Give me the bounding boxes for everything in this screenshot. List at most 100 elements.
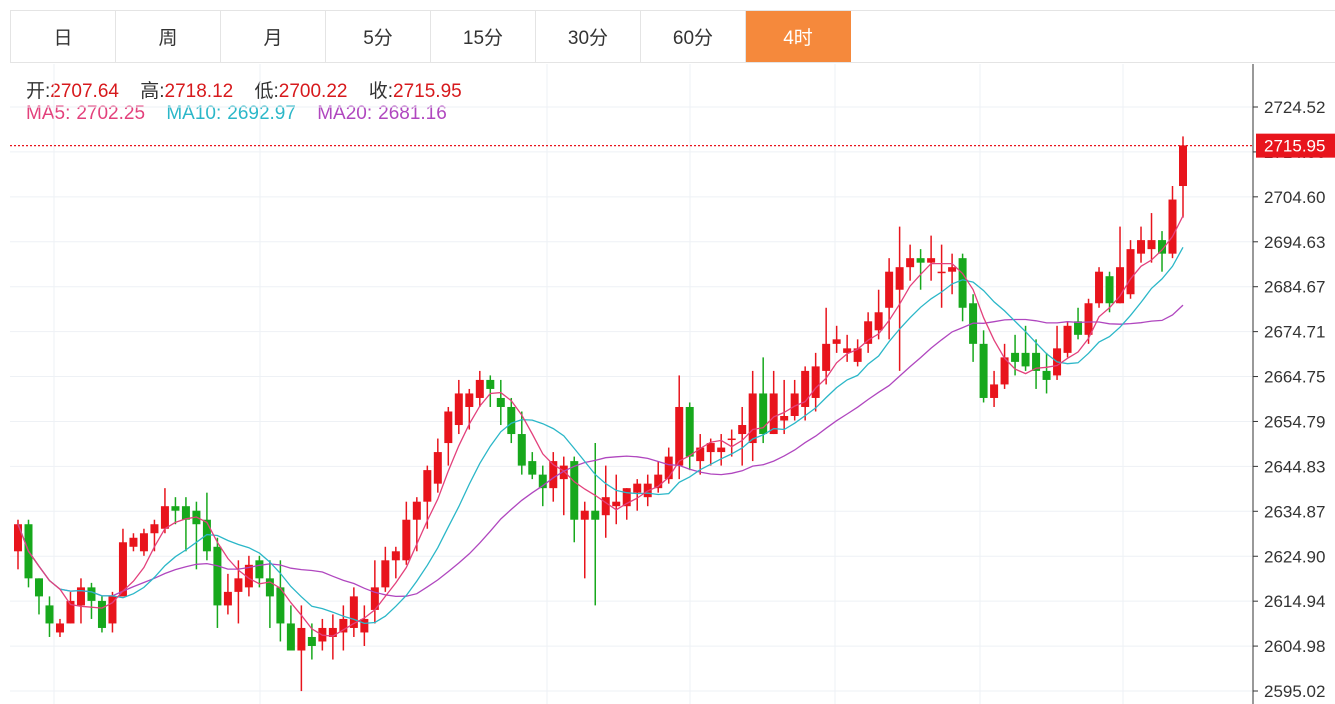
candle bbox=[633, 479, 642, 511]
tab-1[interactable]: 周 bbox=[116, 11, 221, 62]
candle-body bbox=[1158, 240, 1167, 254]
candle-body bbox=[654, 474, 663, 489]
ma5-line bbox=[17, 215, 1184, 637]
ma5-readout: MA5: 2702.25 bbox=[26, 103, 145, 124]
candle bbox=[402, 501, 411, 565]
candle-body bbox=[244, 564, 253, 588]
candle-body bbox=[1011, 352, 1020, 362]
candle bbox=[601, 465, 610, 538]
candle bbox=[1074, 307, 1083, 340]
tab-0[interactable]: 日 bbox=[11, 11, 116, 62]
candle-body bbox=[1095, 271, 1104, 304]
candle bbox=[97, 596, 106, 633]
candle-body bbox=[496, 397, 505, 407]
last-price-label: 2715.95 bbox=[1264, 137, 1325, 156]
last-price-marker: 2715.95 bbox=[10, 133, 1335, 158]
candle-body bbox=[265, 578, 274, 597]
y-tick-label: 2704.60 bbox=[1264, 188, 1325, 207]
candle bbox=[1084, 298, 1093, 344]
candle-body bbox=[118, 542, 127, 597]
candle-body bbox=[14, 524, 22, 552]
candle-body bbox=[1021, 352, 1030, 367]
candle-body bbox=[759, 393, 768, 435]
candle-body bbox=[937, 271, 946, 274]
candle-body bbox=[1179, 145, 1187, 187]
candle-body bbox=[255, 560, 264, 579]
candle bbox=[1126, 240, 1135, 299]
tab-4[interactable]: 15分 bbox=[431, 11, 536, 62]
candle bbox=[496, 379, 505, 426]
y-tick-label: 2624.90 bbox=[1264, 547, 1325, 566]
candle bbox=[486, 375, 495, 407]
moving-average-lines bbox=[17, 215, 1184, 637]
candle-body bbox=[706, 443, 715, 453]
candle bbox=[55, 618, 64, 637]
candle bbox=[780, 379, 789, 435]
ma20-label: MA20: bbox=[317, 103, 373, 124]
candle bbox=[360, 605, 369, 646]
candle bbox=[927, 235, 936, 281]
candle bbox=[759, 357, 768, 444]
y-tick-label: 2654.79 bbox=[1264, 412, 1325, 431]
candle bbox=[853, 339, 862, 367]
candle-body bbox=[601, 497, 610, 516]
candle bbox=[738, 406, 747, 466]
candle bbox=[654, 461, 663, 493]
candle bbox=[465, 388, 474, 430]
candle bbox=[706, 438, 715, 466]
candle-body bbox=[108, 596, 117, 624]
candle bbox=[769, 370, 778, 435]
candle-body bbox=[1147, 240, 1156, 250]
tab-6[interactable]: 60分 bbox=[641, 11, 746, 62]
candle-body bbox=[433, 452, 442, 484]
candle bbox=[591, 443, 600, 606]
candle-body bbox=[832, 339, 841, 344]
candle-body bbox=[423, 470, 432, 502]
candle-body bbox=[160, 506, 169, 529]
ma10-value: 2692.97 bbox=[227, 103, 296, 124]
candle-body bbox=[1126, 249, 1135, 295]
candle bbox=[129, 533, 138, 552]
candle bbox=[1105, 271, 1114, 313]
candle-body bbox=[570, 461, 579, 520]
candle bbox=[549, 452, 558, 502]
tab-bar-filler bbox=[850, 10, 1335, 63]
candle bbox=[171, 497, 180, 525]
candle-body bbox=[171, 506, 180, 511]
candle bbox=[969, 294, 978, 362]
candle-body bbox=[1105, 276, 1114, 304]
y-tick-label: 2644.83 bbox=[1264, 457, 1325, 476]
tab-5[interactable]: 30分 bbox=[536, 11, 641, 62]
low-value: 2700.22 bbox=[278, 81, 348, 102]
y-tick-label: 2614.94 bbox=[1264, 592, 1325, 611]
candle bbox=[948, 253, 957, 295]
ma-readout: MA5: 2702.25 MA10: 2692.97 MA20: 2681.16 bbox=[26, 103, 463, 125]
candle-body bbox=[717, 447, 726, 453]
candle bbox=[685, 402, 694, 471]
candle-body bbox=[223, 591, 232, 606]
candle-body bbox=[55, 623, 64, 633]
candle bbox=[286, 605, 295, 651]
candle bbox=[675, 375, 684, 480]
candle bbox=[559, 456, 568, 516]
candle-body bbox=[664, 456, 673, 480]
candle bbox=[265, 560, 274, 628]
candle-body bbox=[391, 551, 400, 561]
candle-body bbox=[769, 393, 778, 435]
tab-3[interactable]: 5分 bbox=[326, 11, 431, 62]
candle bbox=[412, 497, 421, 552]
tab-7[interactable]: 4时 bbox=[746, 11, 851, 62]
candle-body bbox=[811, 366, 820, 398]
candle-body bbox=[129, 537, 138, 547]
ma20-readout: MA20: 2681.16 bbox=[317, 103, 447, 124]
candle bbox=[223, 573, 232, 615]
candle bbox=[696, 434, 705, 475]
tab-2[interactable]: 月 bbox=[221, 11, 326, 62]
candle-body bbox=[916, 258, 925, 263]
candle-body bbox=[370, 587, 379, 610]
candle-body bbox=[538, 474, 547, 489]
low-label: 低: bbox=[254, 81, 279, 102]
candle-body bbox=[360, 618, 369, 633]
candle-body bbox=[202, 519, 211, 552]
